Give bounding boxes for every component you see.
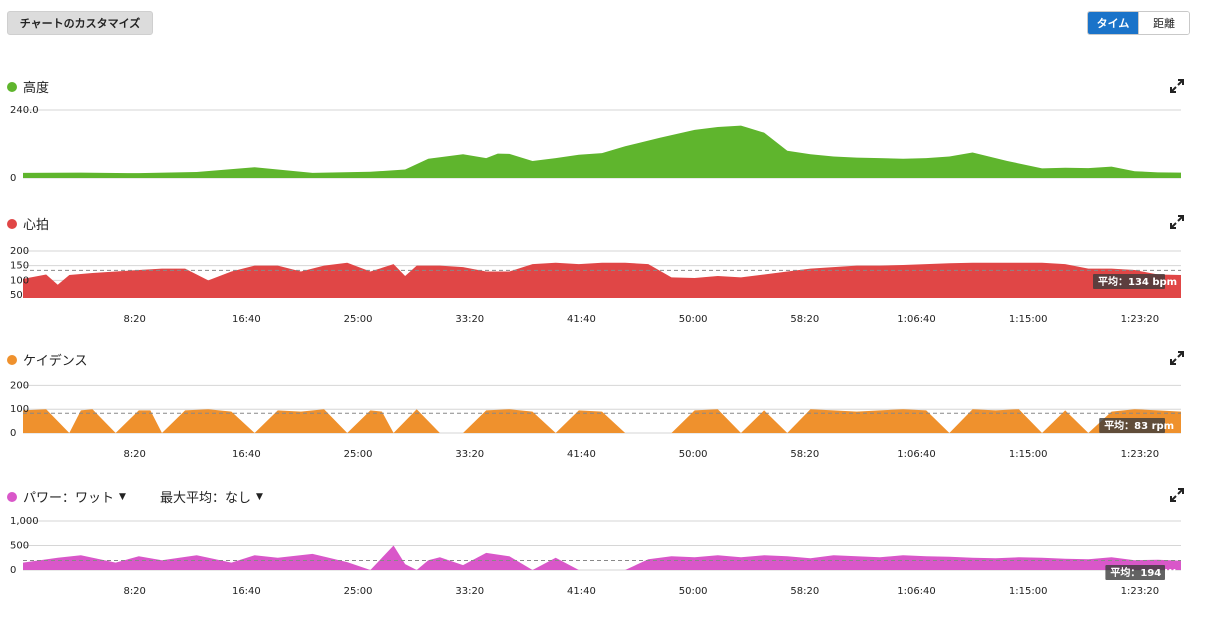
- y-tick-label: 1,000: [10, 516, 39, 527]
- expand-icon[interactable]: [1170, 351, 1184, 365]
- power-area: [23, 545, 1181, 570]
- caret-down-icon: ▼: [119, 491, 126, 502]
- y-tick-label: 100: [10, 404, 29, 415]
- x-tick-label: 1:15:00: [1009, 586, 1048, 597]
- x-tick-label: 50:00: [679, 314, 708, 325]
- x-tick-label: 1:23:20: [1121, 586, 1160, 597]
- cadence-legend-dot: [7, 354, 17, 365]
- cadence-area: [23, 409, 1181, 433]
- axis-mode-toggle: タイム 距離: [1087, 11, 1190, 35]
- elevation-title-label: 高度: [23, 81, 50, 96]
- y-tick-label: 50: [10, 290, 23, 301]
- y-tick-label: 100: [10, 275, 29, 286]
- power-chart: 1,000 500 0 平均：194 W 8:20 16:40 25:00 33:20 41:4…: [10, 516, 1181, 597]
- x-tick-label: 25:00: [344, 449, 373, 460]
- elevation-area: [23, 125, 1181, 178]
- average-label: 平均：194 W: [1110, 566, 1175, 579]
- x-tick-label: 8:20: [123, 449, 145, 460]
- expand-icon[interactable]: [1170, 488, 1184, 502]
- x-tick-label: 1:15:00: [1009, 449, 1048, 460]
- average-badge: [1099, 418, 1165, 433]
- cadence-title-label: ケイデンス: [23, 354, 88, 369]
- x-tick-label: 16:40: [232, 586, 261, 597]
- heart-rate-chart: 200 150 100 50 平均：134 bpm 8:20 16:40 25:00 33:20…: [10, 246, 1181, 325]
- x-tick-label: 41:40: [567, 449, 596, 460]
- x-tick-label: 8:20: [123, 586, 145, 597]
- average-label: 平均：83 rpm: [1104, 419, 1174, 432]
- x-tick-label: 16:40: [232, 449, 261, 460]
- elevation-chart-title: 高度: [7, 77, 49, 96]
- power-metric-dropdown[interactable]: パワー：ワット ▼: [23, 487, 126, 506]
- heart-rate-title-label: 心拍: [23, 218, 50, 233]
- toggle-distance-button[interactable]: 距離: [1138, 12, 1189, 34]
- heart-rate-area: [23, 262, 1181, 298]
- x-tick-label: 25:00: [344, 314, 373, 325]
- y-tick-label: 240.0: [10, 105, 39, 116]
- y-tick-label: 0: [10, 428, 16, 439]
- average-label: 平均：134 bpm: [1098, 275, 1177, 288]
- x-tick-label: 33:20: [455, 314, 484, 325]
- x-tick-label: 58:20: [790, 586, 819, 597]
- average-badge: [1093, 274, 1165, 289]
- x-tick-label: 50:00: [679, 449, 708, 460]
- cadence-chart: 200 100 0 平均：83 rpm 8:20 16:40 25:00 33:20 41:40…: [10, 380, 1181, 460]
- x-tick-label: 25:00: [344, 586, 373, 597]
- toggle-time-button[interactable]: タイム: [1088, 12, 1138, 34]
- customize-chart-button[interactable]: チャートのカスタマイズ: [7, 11, 153, 35]
- x-tick-label: 1:06:40: [897, 449, 936, 460]
- y-tick-label: 0: [10, 173, 16, 184]
- x-tick-label: 8:20: [123, 314, 145, 325]
- x-tick-label: 1:23:20: [1121, 449, 1160, 460]
- expand-icon[interactable]: [1170, 215, 1184, 229]
- max-average-dropdown[interactable]: 最大平均：なし ▼: [160, 487, 263, 506]
- heart-rate-chart-title: 心拍: [7, 214, 49, 233]
- power-title-label: パワー：ワット: [23, 491, 115, 506]
- average-badge: [1105, 565, 1165, 580]
- x-tick-label: 50:00: [679, 586, 708, 597]
- elevation-chart: 240.00: [10, 105, 1181, 184]
- y-tick-label: 200: [10, 246, 29, 257]
- x-tick-label: 16:40: [232, 314, 261, 325]
- max-average-label: 最大平均：なし: [159, 491, 251, 506]
- y-tick-label: 200: [10, 380, 29, 391]
- x-tick-label: 1:23:20: [1121, 314, 1160, 325]
- x-tick-label: 1:15:00: [1009, 314, 1048, 325]
- elevation-legend-dot: [7, 81, 17, 92]
- power-legend-dot: [7, 491, 17, 502]
- caret-down-icon: ▼: [255, 491, 263, 502]
- x-tick-label: 41:40: [567, 586, 596, 597]
- x-tick-label: 41:40: [567, 314, 596, 325]
- x-tick-label: 58:20: [790, 314, 819, 325]
- y-tick-label: 500: [10, 541, 29, 552]
- expand-icon[interactable]: [1170, 79, 1184, 93]
- y-tick-label: 150: [10, 261, 29, 272]
- x-tick-label: 58:20: [790, 449, 819, 460]
- x-tick-label: 33:20: [455, 586, 484, 597]
- heart-rate-legend-dot: [7, 218, 17, 229]
- y-tick-label: 0: [10, 565, 16, 576]
- x-tick-label: 1:06:40: [897, 586, 936, 597]
- x-tick-label: 33:20: [455, 449, 484, 460]
- power-chart-title: パワー：ワット ▼ 最大平均：なし ▼: [7, 487, 263, 506]
- x-tick-label: 1:06:40: [897, 314, 936, 325]
- cadence-chart-title: ケイデンス: [7, 350, 87, 369]
